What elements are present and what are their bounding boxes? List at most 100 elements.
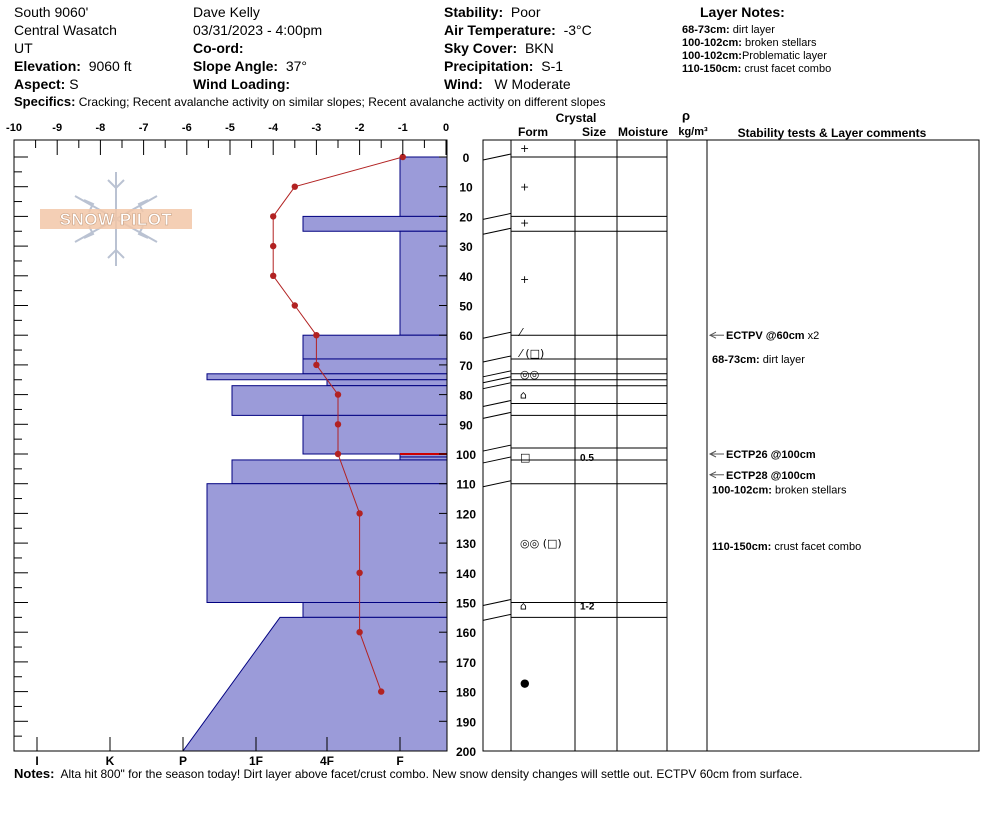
hardness-tick-label: K	[106, 754, 115, 768]
density-unit-header: kg/m³	[678, 126, 708, 138]
crystal-form: +	[520, 181, 529, 194]
sky-value: BKN	[524, 40, 554, 56]
air-temp: Air Temperature: -3°C	[444, 22, 592, 38]
crystal-size: 1-2	[580, 601, 595, 612]
hardness-layer	[206, 483, 448, 604]
air-temp-label: Air Temperature:	[444, 22, 556, 38]
boundary-connector	[482, 444, 512, 452]
hardness-layer	[302, 414, 448, 455]
moisture-header: Moisture	[618, 125, 668, 139]
hardness-layer	[326, 379, 448, 387]
form-header: Form	[518, 125, 548, 139]
stability-comment: 100-102cm: broken stellars	[712, 485, 847, 497]
temperature-point	[378, 688, 385, 695]
depth-tick-label: 40	[459, 270, 473, 284]
depth-tick-label: 110	[456, 478, 476, 492]
boundary-connector	[482, 212, 512, 220]
boundary-connector	[482, 400, 512, 407]
boundary-connector	[482, 382, 512, 390]
depth-tick-label: 170	[456, 656, 476, 670]
stability: Stability: Poor	[444, 4, 540, 20]
hardness-layer	[231, 459, 448, 485]
depth-tick-label: 90	[459, 418, 473, 432]
depth-tick-label: 140	[456, 567, 476, 581]
stability-comment: 68-73cm: dirt layer	[712, 354, 805, 366]
temp-tick-label: -4	[268, 122, 279, 134]
hardness-tick-label: I	[35, 754, 38, 768]
wind-label: Wind:	[444, 76, 483, 92]
crystal-form: ◎◎	[520, 368, 539, 381]
boundary-connector	[482, 411, 512, 419]
layer-note: 68-73cm: dirt layer	[682, 24, 775, 36]
notes-label: Notes:	[14, 766, 55, 781]
elevation: Elevation: 9060 ft	[14, 58, 132, 74]
wind-loading-label: Wind Loading:	[193, 76, 291, 92]
depth-tick-label: 190	[456, 715, 476, 729]
boundary-connector	[482, 456, 512, 464]
depth-tick-label: 160	[456, 626, 476, 640]
wind: Wind: W Moderate	[444, 76, 571, 92]
depth-tick-label: 30	[459, 240, 473, 254]
temp-tick-label: -2	[355, 122, 365, 134]
comment-arrowhead	[708, 471, 717, 479]
hardness-tick-label: 4F	[320, 754, 334, 768]
crystal-form: ●	[520, 677, 530, 690]
temperature-point	[313, 361, 320, 369]
slope-label: Slope Angle:	[193, 58, 279, 74]
elevation-label: Elevation:	[14, 58, 81, 74]
temp-tick-label: 0	[443, 122, 449, 134]
location: South 9060'	[14, 4, 89, 20]
notes: Notes: Alta hit 800" for the season toda…	[14, 766, 802, 781]
depth-tick-label: 0	[463, 151, 470, 165]
precipitation: Precipitation: S-1	[444, 58, 563, 74]
aspect-label: Aspect:	[14, 76, 66, 92]
boundary-connector	[482, 153, 512, 161]
hardness-tick-label: 1F	[249, 754, 263, 768]
table-frame	[482, 139, 980, 752]
boundary-connector	[482, 480, 512, 488]
hardness-tick-label: P	[179, 754, 187, 768]
depth-tick-label: 60	[459, 329, 473, 343]
layer-note: 100-102cm: broken stellars	[682, 37, 817, 49]
stability-comment: 110-150cm: crust facet combo	[712, 541, 861, 553]
range: Central Wasatch	[14, 22, 117, 38]
slope: Slope Angle: 37°	[193, 58, 307, 74]
stability-value: Poor	[510, 4, 541, 20]
aspect: Aspect: S	[14, 76, 79, 92]
crystal-form: ◎◎ (□)	[520, 537, 562, 550]
depth-tick-label: 150	[456, 597, 476, 611]
crystal-form: ⌂	[520, 389, 527, 402]
rho-header: ρ	[682, 108, 690, 123]
depth-tick-label: 200	[456, 745, 476, 759]
crystal-form: +	[520, 273, 529, 286]
temp-tick-label: -7	[139, 122, 149, 134]
hardness-layer	[399, 230, 448, 336]
state: UT	[14, 40, 33, 56]
precip-value: S-1	[541, 58, 564, 74]
aspect-value: S	[69, 76, 79, 92]
temperature-point	[270, 272, 277, 279]
hardness-layer	[302, 334, 448, 360]
depth-tick-label: 10	[459, 181, 473, 195]
coord-label: Co-ord:	[193, 40, 244, 56]
temperature-point	[334, 391, 342, 398]
temp-tick-label: -9	[52, 122, 62, 134]
specifics-value: Cracking; Recent avalanche activity on s…	[78, 95, 606, 109]
wind-value: W Moderate	[494, 76, 571, 92]
boundary-connector	[482, 331, 512, 339]
depth-tick-label: 70	[459, 359, 473, 373]
slope-value: 37°	[285, 58, 307, 74]
depth-tick-label: 180	[456, 686, 476, 700]
layer-note: 110-150cm: crust facet combo	[682, 63, 832, 75]
depth-tick-label: 130	[456, 537, 476, 551]
boundary-connector	[482, 376, 512, 384]
temp-tick-label: -6	[182, 122, 192, 134]
crystal-form: +	[520, 142, 529, 155]
notes-value: Alta hit 800" for the season today! Dirt…	[60, 767, 803, 781]
specifics: Specifics: Cracking; Recent avalanche ac…	[14, 94, 605, 109]
depth-tick-label: 80	[459, 389, 473, 403]
hardness-layer	[302, 215, 448, 232]
temperature-point	[356, 510, 363, 517]
stability-header: Stability tests & Layer comments	[738, 126, 927, 140]
